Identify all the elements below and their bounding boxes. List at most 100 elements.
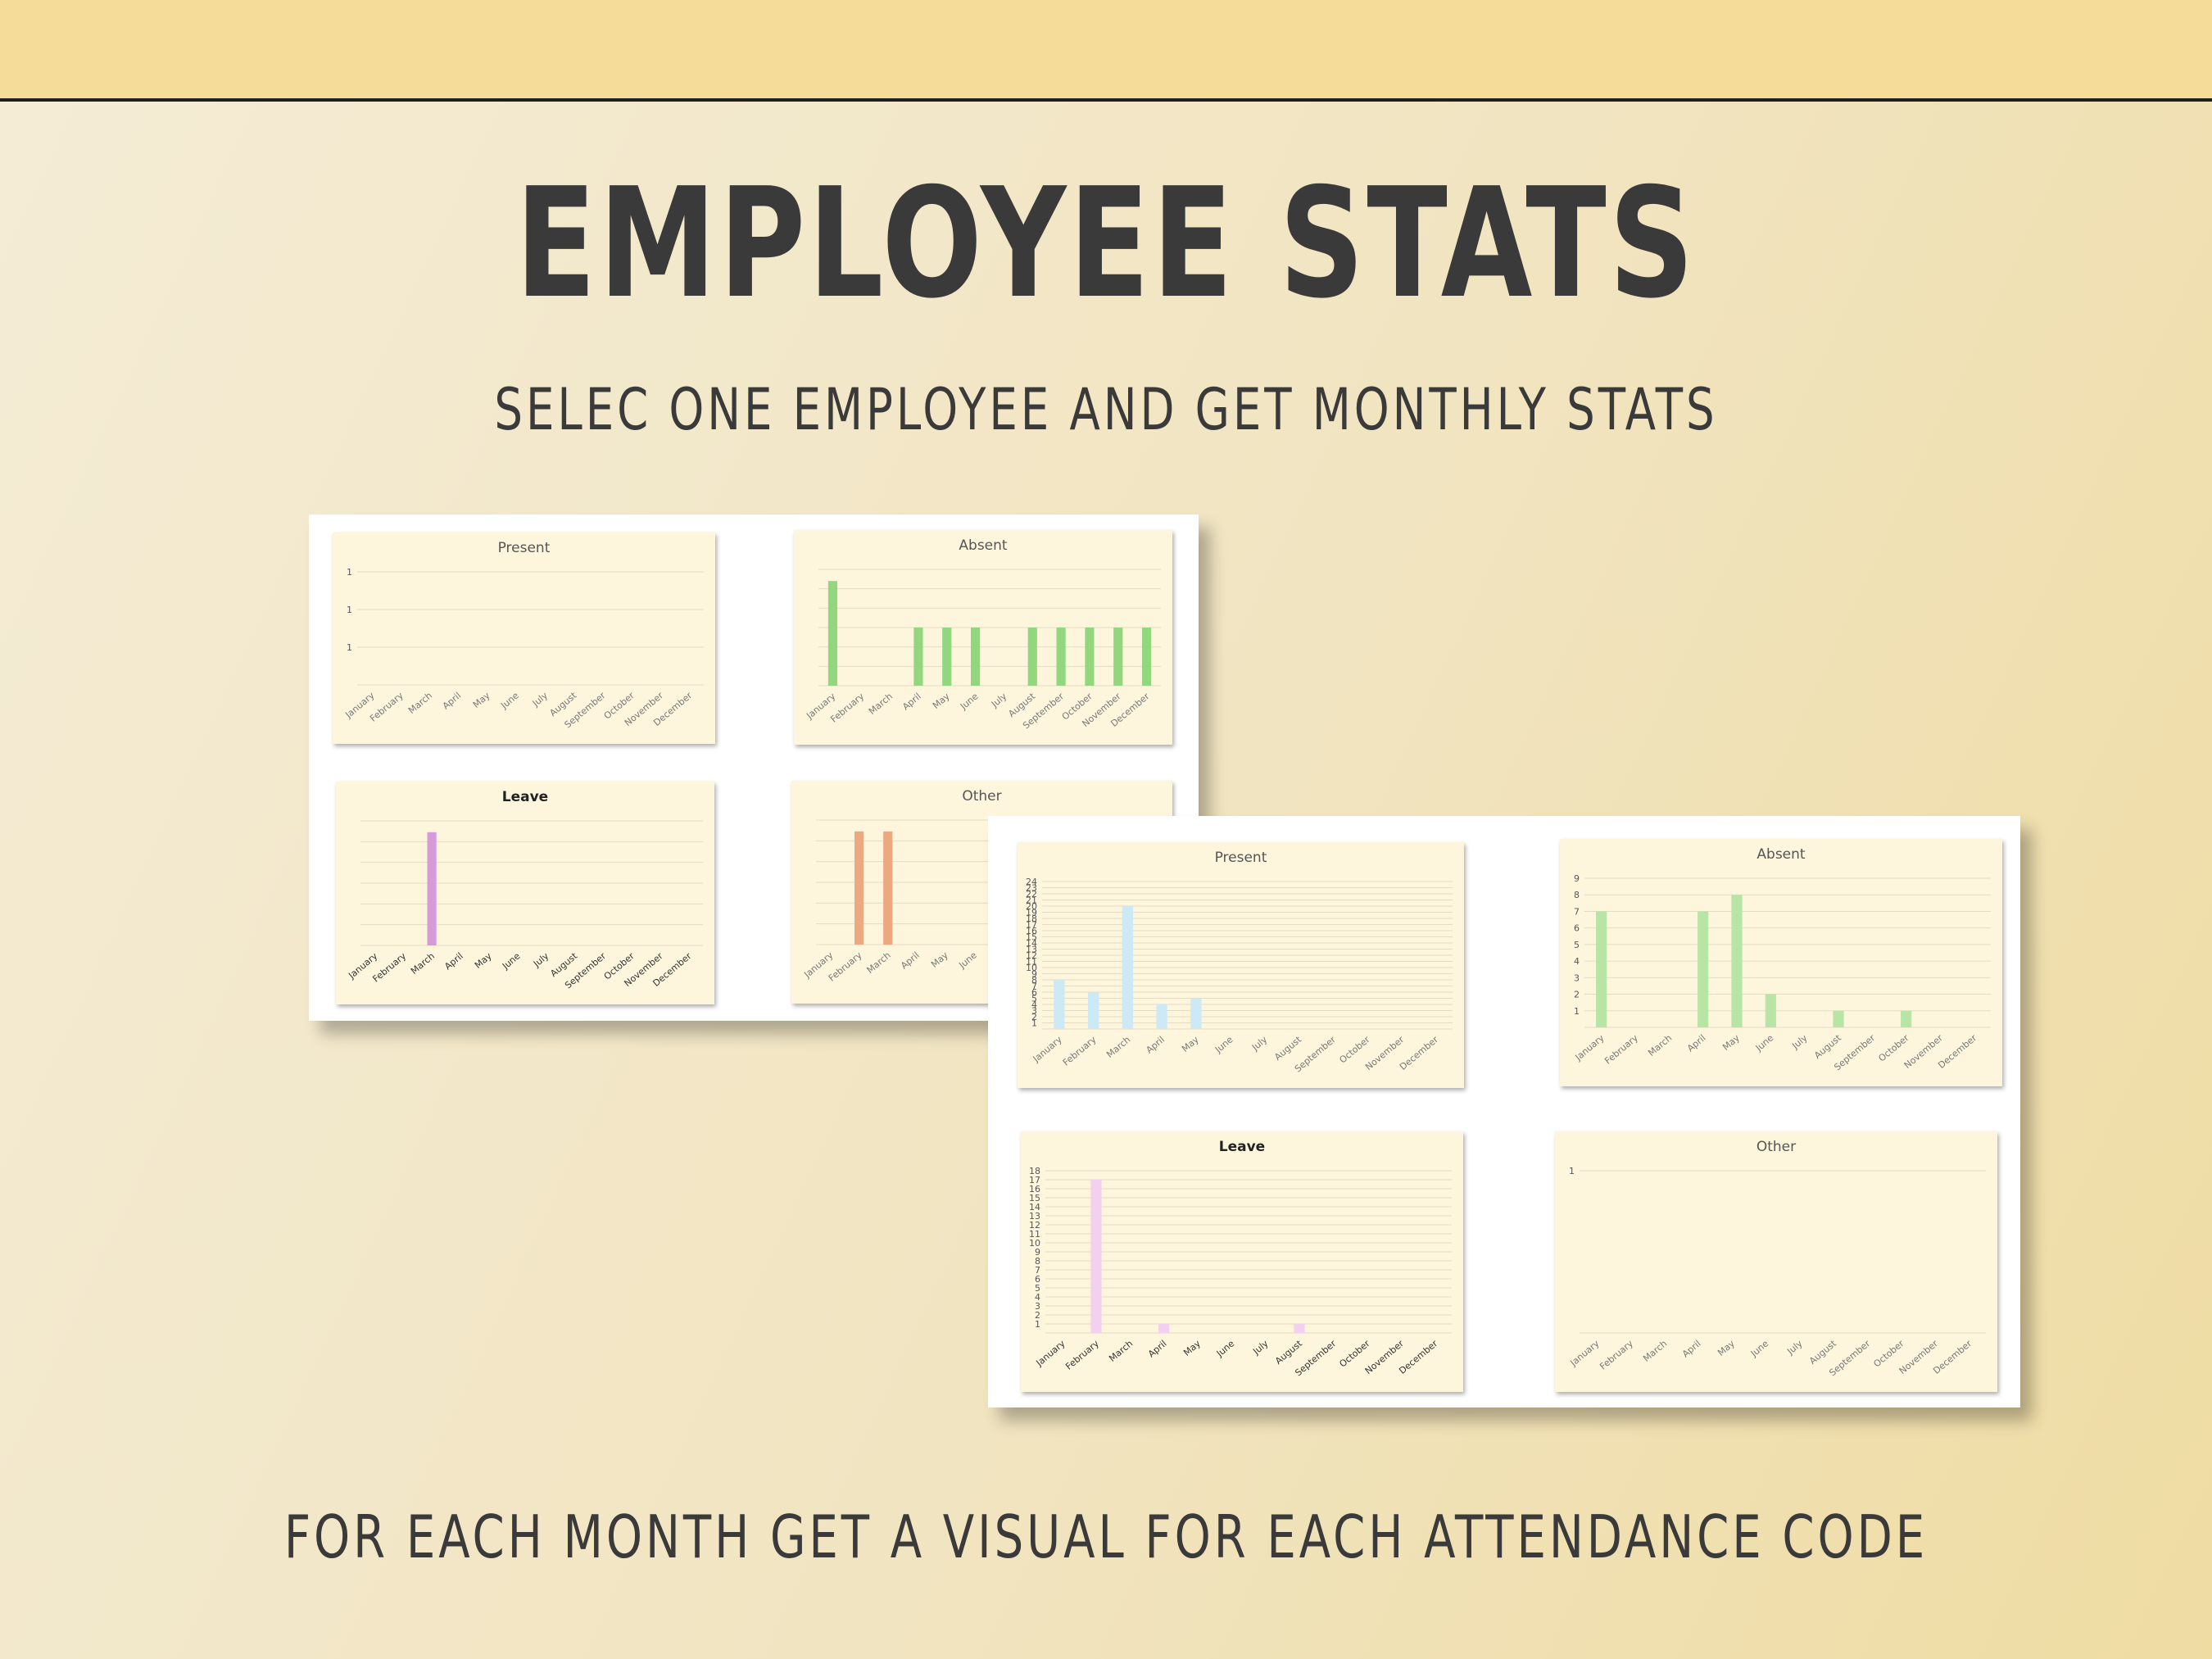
y-tick-label: 7	[1035, 1265, 1040, 1276]
y-tick-label: 11	[1029, 1229, 1040, 1240]
bar-august	[1294, 1324, 1305, 1333]
top-banner	[0, 0, 2212, 102]
y-tick-label: 8	[1031, 975, 1037, 986]
x-tick-label: August	[1272, 1034, 1303, 1063]
x-tick-label: March	[1646, 1032, 1674, 1058]
y-tick-label: 2	[1031, 1012, 1037, 1022]
x-tick-label: June	[956, 950, 979, 971]
y-tick-label: 20	[1026, 901, 1037, 912]
chart-svg: Present123456789101112131415161718192021…	[1026, 850, 1453, 1074]
x-tick-label: May	[929, 950, 950, 970]
y-tick-label: 23	[1026, 883, 1037, 894]
y-tick-label: 3	[1035, 1301, 1040, 1312]
x-tick-label: June	[958, 691, 981, 712]
chart-svg: Leave123456789101112131415161718JanuaryF…	[1029, 1139, 1452, 1378]
y-tick-label: 4	[1574, 956, 1580, 967]
y-tick-label: 5	[1031, 994, 1037, 1004]
x-tick-label: June	[1213, 1034, 1235, 1055]
y-tick-label: 15	[1026, 932, 1037, 943]
x-tick-label: March	[865, 950, 893, 976]
y-tick-label: 8	[1035, 1256, 1040, 1267]
chart-title: Leave	[502, 789, 548, 805]
x-tick-label: June	[500, 950, 523, 972]
x-tick-label: April	[899, 950, 922, 971]
x-tick-label: July	[1249, 1034, 1270, 1054]
y-tick-label: 5	[1035, 1283, 1040, 1294]
bar-may	[942, 628, 952, 686]
page-footer: FOR EACH MONTH GET A VISUAL FOR EACH ATT…	[283, 1503, 1929, 1571]
bar-october	[1085, 628, 1095, 686]
x-tick-label: May	[473, 950, 494, 971]
y-tick-label: 21	[1026, 895, 1037, 906]
bar-april	[1158, 1324, 1170, 1333]
y-tick-label: 1	[1031, 1018, 1037, 1029]
bar-january	[1596, 911, 1607, 1027]
y-tick-label: 14	[1029, 1202, 1040, 1213]
y-tick-label: 1	[347, 605, 352, 615]
bar-january	[827, 581, 837, 686]
x-tick-label: April	[441, 690, 464, 711]
bar-february	[1090, 1180, 1102, 1333]
y-tick-label: 16	[1026, 926, 1037, 936]
y-tick-label: 2	[1035, 1310, 1040, 1321]
bar-june	[1765, 994, 1776, 1027]
page-subtitle: SELEC ONE EMPLOYEE AND GET MONTHLY STATS	[494, 376, 1718, 443]
bar-january	[1054, 980, 1065, 1029]
chart-title: Leave	[1219, 1139, 1265, 1155]
x-tick-label: July	[1784, 1338, 1805, 1358]
y-tick-label: 4	[1035, 1292, 1040, 1303]
x-tick-label: March	[1104, 1034, 1132, 1060]
y-tick-label: 12	[1029, 1220, 1040, 1231]
bar-august	[1027, 628, 1037, 686]
x-tick-label: April	[442, 950, 465, 972]
y-tick-label: 13	[1026, 945, 1037, 955]
x-tick-label: May	[1181, 1338, 1203, 1358]
y-tick-label: 1	[347, 567, 352, 578]
x-tick-label: April	[900, 691, 923, 712]
x-tick-label: June	[1753, 1032, 1776, 1054]
y-tick-label: 1	[1569, 1166, 1575, 1176]
x-tick-label: January	[1034, 1338, 1067, 1369]
y-tick-label: 1	[347, 642, 352, 653]
x-tick-label: March	[406, 690, 434, 716]
x-tick-label: January	[1568, 1338, 1602, 1369]
y-tick-label: 6	[1031, 987, 1037, 998]
y-tick-label: 1	[1035, 1319, 1040, 1330]
y-tick-label: 3	[1574, 972, 1580, 983]
chart-panel-absent-second: Absent 1 2 3 4 5 6 7 8 9 January February March April…	[1560, 839, 2002, 1086]
y-tick-label: 7	[1574, 906, 1580, 917]
x-tick-label: December	[1398, 1034, 1440, 1072]
y-tick-label: 11	[1026, 957, 1037, 968]
chart-title: Present	[1215, 850, 1267, 866]
x-tick-label: April	[1685, 1032, 1708, 1054]
y-tick-label: 10	[1029, 1238, 1040, 1249]
y-tick-label: 2	[1574, 990, 1580, 1000]
x-tick-label: March	[867, 691, 895, 717]
y-tick-label: 5	[1574, 940, 1580, 950]
bar-march	[1122, 906, 1134, 1029]
x-tick-label: July	[530, 690, 551, 709]
bar-september	[1056, 628, 1066, 686]
x-tick-label: January	[1031, 1034, 1064, 1065]
y-tick-label: 3	[1031, 1006, 1037, 1017]
y-tick-label: 8	[1574, 890, 1580, 900]
bar-march	[883, 831, 893, 945]
x-tick-label: May	[1716, 1338, 1737, 1358]
y-tick-label: 22	[1026, 889, 1037, 900]
bar-february	[1087, 992, 1099, 1029]
x-tick-label: February	[1598, 1338, 1635, 1372]
y-tick-label: 6	[1035, 1274, 1040, 1285]
y-tick-label: 19	[1026, 908, 1037, 918]
chart-panel-other-second: Other 1 January February March April May June Ju…	[1555, 1131, 1997, 1392]
chart-panel-absent-first: Absent January February March April May June Ju…	[794, 530, 1172, 745]
y-tick-label: 18	[1029, 1166, 1040, 1176]
x-tick-label: March	[1107, 1338, 1135, 1364]
y-tick-label: 14	[1026, 938, 1037, 949]
bar-may	[1190, 998, 1202, 1029]
x-tick-label: August	[1812, 1032, 1843, 1061]
bar-february	[854, 831, 864, 945]
chart-title: Present	[498, 540, 551, 556]
